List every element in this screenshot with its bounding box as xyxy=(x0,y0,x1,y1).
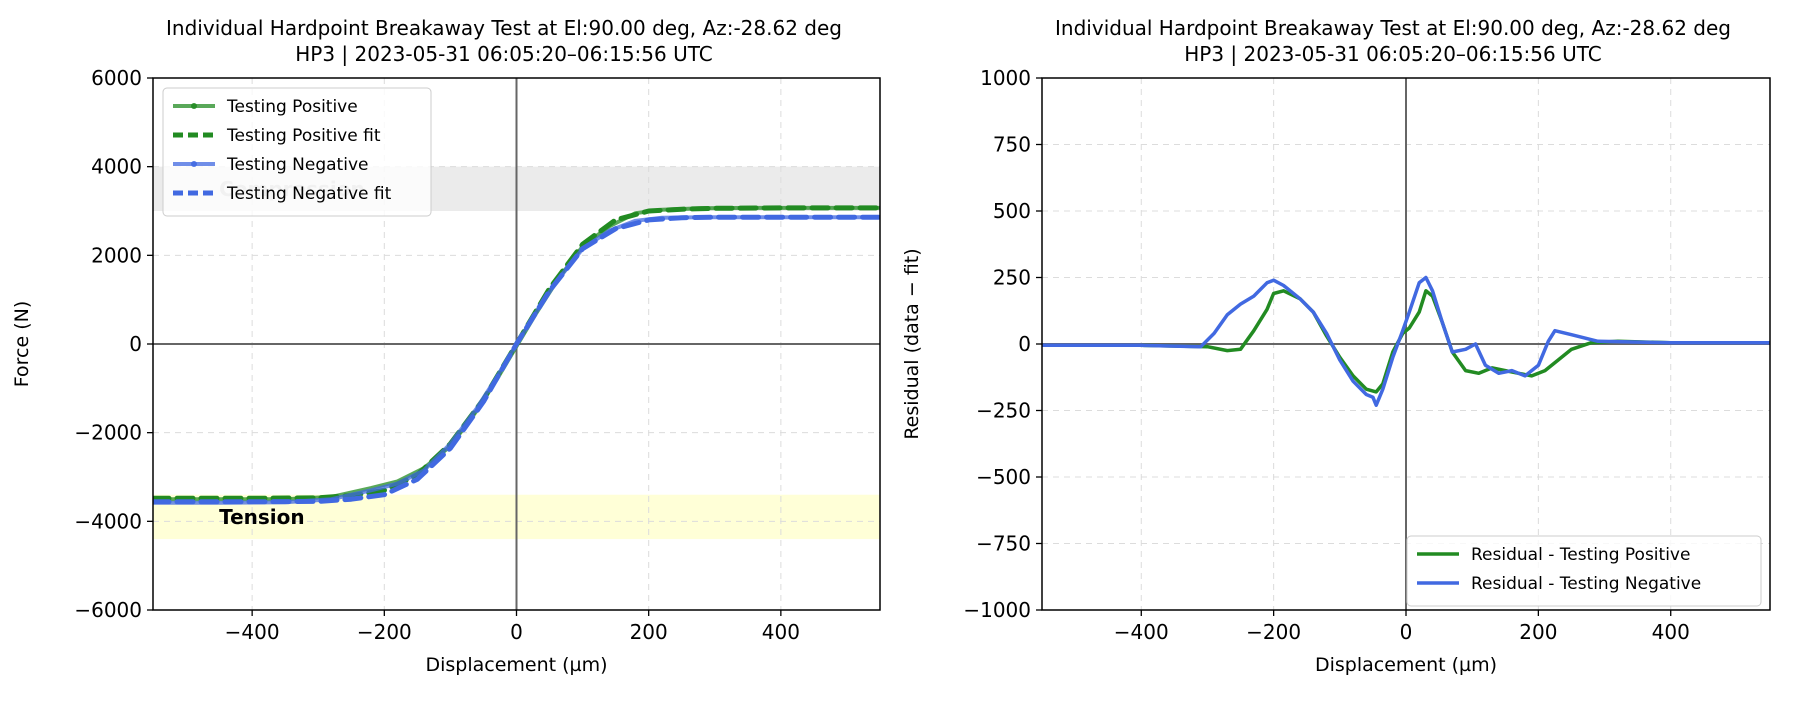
legend-marker xyxy=(191,161,197,167)
y-tick-layer: −1000 −750 −500 −250 0 250 500 750 1000 xyxy=(963,66,1042,622)
y-tick-label: 1000 xyxy=(980,66,1031,90)
series-line-residual-testing-negative xyxy=(1042,275,1770,407)
y-tick-label: 250 xyxy=(993,266,1031,290)
y-tick-label: 0 xyxy=(1018,332,1031,356)
legend-label: Testing Positive xyxy=(226,97,358,117)
x-tick-label: −200 xyxy=(357,620,412,644)
y-tick-label: 2000 xyxy=(91,243,142,267)
x-tick-label: 0 xyxy=(1400,620,1413,644)
band-label-layer: CompressionTension xyxy=(219,177,365,529)
y-axis-label: Residual (data − fit) xyxy=(901,248,923,439)
series-line-testing-negative-fit xyxy=(153,214,880,505)
y-tick-label: −4000 xyxy=(74,509,142,533)
x-tick-label: 200 xyxy=(630,620,668,644)
legend-label: Residual - Testing Positive xyxy=(1471,545,1690,565)
chart-title-line2: HP3 | 2023-05-31 06:05:20–06:15:56 UTC xyxy=(295,42,713,66)
legend-label: Testing Positive fit xyxy=(226,126,381,146)
x-tick-label: −400 xyxy=(1114,620,1169,644)
x-tick-layer: −400 −200 0 200 400 xyxy=(225,610,800,644)
chart-title-line1: Individual Hardpoint Breakaway Test at E… xyxy=(166,16,842,40)
y-tick-label: −2000 xyxy=(74,421,142,445)
legend-marker xyxy=(191,103,197,109)
legend: Testing Positive Testing Positive fit Test… xyxy=(162,87,432,217)
y-tick-label: −6000 xyxy=(74,598,142,622)
series-line-residual-testing-positive xyxy=(1042,289,1770,394)
x-tick-label: 0 xyxy=(510,620,523,644)
legend-label: Testing Negative xyxy=(226,155,368,175)
residual-chart: Individual Hardpoint Breakaway Test at E… xyxy=(901,16,1771,676)
series-layer xyxy=(1042,275,1770,407)
x-tick-label: −400 xyxy=(225,620,280,644)
legend-box xyxy=(1406,535,1762,607)
legend: Residual - Testing Positive Residual - Te… xyxy=(1406,535,1762,607)
x-tick-label: −200 xyxy=(1246,620,1301,644)
x-tick-label: 200 xyxy=(1519,620,1557,644)
y-tick-label: 6000 xyxy=(91,66,142,90)
y-tick-label: −750 xyxy=(976,532,1031,556)
x-tick-layer: −400 −200 0 200 400 xyxy=(1114,610,1690,644)
force-displacement-chart: Individual Hardpoint Breakaway Test at E… xyxy=(11,16,881,676)
legend-label: Testing Negative fit xyxy=(226,184,392,204)
y-tick-label: −250 xyxy=(976,399,1031,423)
band-label-tension: Tension xyxy=(219,505,305,529)
legend-label: Residual - Testing Negative xyxy=(1471,574,1701,594)
x-axis-label: Displacement (µm) xyxy=(425,654,607,676)
y-tick-label: 0 xyxy=(129,332,142,356)
y-tick-label: −500 xyxy=(976,465,1031,489)
x-axis-label: Displacement (µm) xyxy=(1315,654,1497,676)
y-axis-label: Force (N) xyxy=(11,301,33,387)
x-tick-label: 400 xyxy=(1652,620,1690,644)
y-tick-label: 750 xyxy=(993,133,1031,157)
y-tick-label: −1000 xyxy=(963,598,1031,622)
legend-box xyxy=(162,87,432,217)
y-tick-label: 4000 xyxy=(91,155,142,179)
chart-title-line1: Individual Hardpoint Breakaway Test at E… xyxy=(1055,16,1731,40)
chart-title-line2: HP3 | 2023-05-31 06:05:20–06:15:56 UTC xyxy=(1184,42,1602,66)
y-tick-label: 500 xyxy=(993,199,1031,223)
series-layer xyxy=(153,205,880,505)
x-tick-label: 400 xyxy=(762,620,800,644)
y-tick-layer: −6000 −4000 −2000 0 2000 4000 6000 xyxy=(74,66,153,622)
